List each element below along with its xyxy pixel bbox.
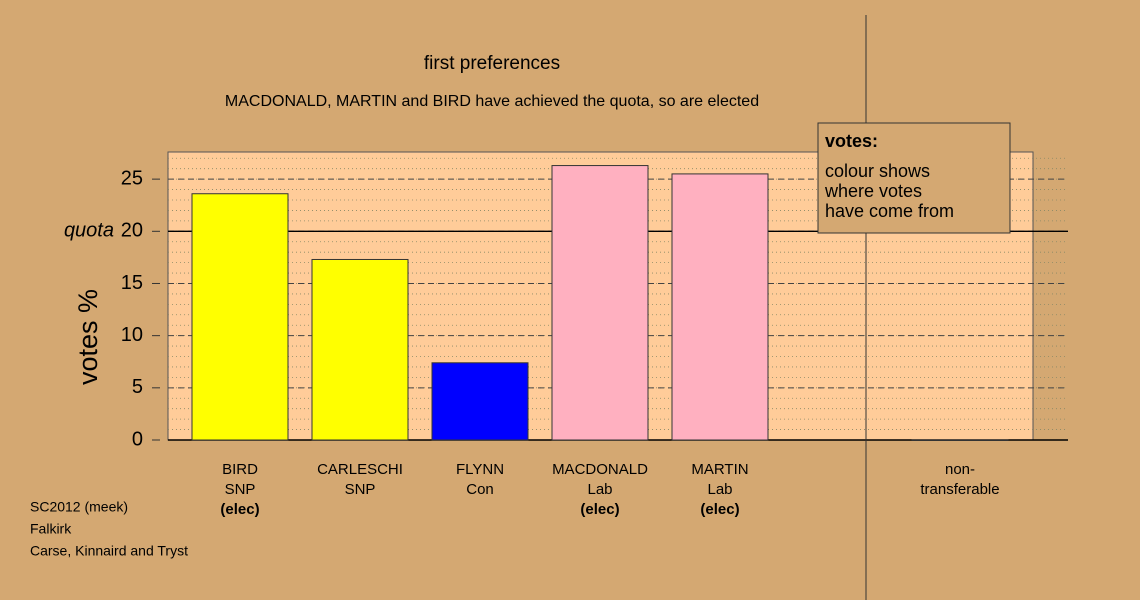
x-tick-label: CARLESCHI xyxy=(317,461,403,478)
x-tick-label: SNP xyxy=(225,481,256,498)
y-tick-label: 10 xyxy=(121,324,143,346)
y-tick-label: 15 xyxy=(121,272,143,294)
y-tick-label: 5 xyxy=(132,376,143,398)
x-tick-label: MACDONALD xyxy=(552,461,648,478)
note: SC2012 (meek) xyxy=(30,499,128,515)
x-tick-label: (elec) xyxy=(580,501,619,518)
legend-title: votes: xyxy=(825,131,878,151)
y-axis-label: votes % xyxy=(73,289,103,385)
y-tick-label: 0 xyxy=(132,428,143,450)
x-tick-label: FLYNN xyxy=(456,461,504,478)
x-tick-label: BIRD xyxy=(222,461,258,478)
legend-text: colour shows xyxy=(825,161,930,181)
x-tick-label: SNP xyxy=(345,481,376,498)
x-tick-label: Lab xyxy=(587,481,612,498)
bar xyxy=(671,173,769,441)
legend-text: where votes xyxy=(824,181,922,201)
bar xyxy=(191,193,289,441)
x-tick-label: (elec) xyxy=(700,501,739,518)
quota-label: quota xyxy=(64,220,114,242)
y-tick-label: 20 xyxy=(121,220,143,242)
x-tick-label: MARTIN xyxy=(691,461,748,478)
chart-title: first preferences xyxy=(424,53,560,74)
legend-text: have come from xyxy=(825,201,954,221)
x-tick-label: transferable xyxy=(920,481,999,498)
bar xyxy=(551,165,649,441)
note: Carse, Kinnaird and Tryst xyxy=(30,543,188,559)
x-tick-label: Con xyxy=(466,481,494,498)
bar xyxy=(431,362,529,441)
note: Falkirk xyxy=(30,521,72,537)
legend: votes: colour shows where votes have com… xyxy=(817,122,1011,234)
x-tick-label: (elec) xyxy=(220,501,259,518)
bar xyxy=(911,439,1009,441)
bar xyxy=(311,258,409,441)
legend-box xyxy=(817,122,1011,234)
bars xyxy=(191,165,1009,441)
y-tick-label: 25 xyxy=(121,167,143,189)
chart-subtitle: MACDONALD, MARTIN and BIRD have achieved… xyxy=(225,93,759,110)
x-tick-label: Lab xyxy=(707,481,732,498)
x-tick-label: non- xyxy=(945,461,975,478)
